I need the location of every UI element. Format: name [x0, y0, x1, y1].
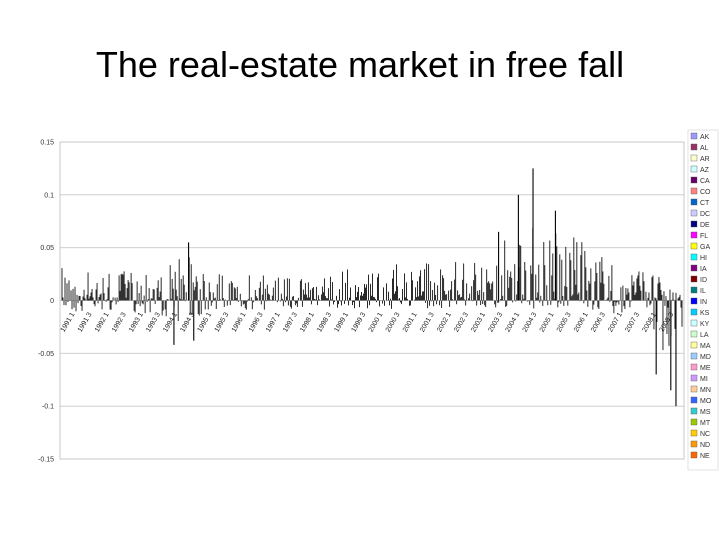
legend-swatch — [690, 209, 698, 217]
legend-swatch — [690, 396, 698, 404]
legend-swatch — [690, 308, 698, 316]
y-tick-label: -0.1 — [42, 404, 54, 411]
legend-swatch — [690, 253, 698, 261]
legend-swatch — [690, 132, 698, 140]
legend-label: ND — [700, 442, 710, 449]
legend-swatch — [690, 187, 698, 195]
legend-swatch — [690, 341, 698, 349]
legend-swatch — [690, 165, 698, 173]
legend-label: AK — [700, 134, 710, 141]
legend-label: MT — [700, 420, 711, 427]
legend-swatch — [690, 275, 698, 283]
legend-label: CO — [700, 189, 711, 196]
y-tick-label: 0.1 — [44, 192, 54, 199]
legend-label: MO — [700, 398, 712, 405]
legend-label: AL — [700, 145, 709, 152]
legend-swatch — [690, 418, 698, 426]
y-tick-label: -0.05 — [38, 351, 54, 358]
legend-label: IN — [700, 299, 707, 306]
legend-label: MN — [700, 387, 711, 394]
legend-label: HI — [700, 255, 707, 262]
legend-swatch — [690, 319, 698, 327]
legend-swatch — [690, 440, 698, 448]
legend: AK AL AR AZ CA CO CT DC DE FL GA HI IA ID IL IN KS KY LA MA… — [687, 129, 719, 471]
legend-swatch — [690, 220, 698, 228]
legend-label: MI — [700, 376, 708, 383]
legend-label: NE — [700, 453, 710, 460]
legend-swatch — [690, 330, 698, 338]
legend-label: CA — [700, 178, 710, 185]
legend-swatch — [690, 286, 698, 294]
legend-swatch — [690, 429, 698, 437]
legend-swatch — [690, 154, 698, 162]
legend-swatch — [690, 297, 698, 305]
legend-label: KY — [700, 321, 710, 328]
legend-label: NC — [700, 431, 710, 438]
legend-label: MD — [700, 354, 711, 361]
legend-swatch — [690, 374, 698, 382]
legend-label: KS — [700, 310, 710, 317]
legend-swatch — [690, 176, 698, 184]
legend-label: ME — [700, 365, 711, 372]
legend-swatch — [690, 385, 698, 393]
legend-swatch — [690, 363, 698, 371]
legend-label: ID — [700, 277, 707, 284]
legend-swatch — [690, 264, 698, 272]
legend-label: GA — [700, 244, 710, 251]
legend-label: AZ — [700, 167, 710, 174]
legend-label: MA — [700, 343, 711, 350]
legend-label: DC — [700, 211, 710, 218]
legend-swatch — [690, 231, 698, 239]
y-tick-label: -0.15 — [38, 457, 54, 464]
legend-label: CT — [700, 200, 710, 207]
legend-swatch — [690, 352, 698, 360]
legend-label: IL — [700, 288, 706, 295]
legend-swatch — [690, 451, 698, 459]
slide-title: The real-estate market in free fall — [95, 44, 625, 85]
legend-label: MS — [700, 409, 711, 416]
legend-label: FL — [700, 233, 708, 240]
legend-swatch — [690, 198, 698, 206]
legend-label: AR — [700, 156, 710, 163]
y-tick-label: 0.05 — [40, 245, 54, 252]
legend-label: LA — [700, 332, 709, 339]
y-tick-label: 0 — [50, 298, 54, 305]
y-axis-ticks: 0.15 0.1 0.05 0 -0.05 -0.1 -0.15 — [38, 140, 54, 464]
legend-swatch — [690, 143, 698, 151]
legend-label: DE — [700, 222, 710, 229]
series-bars — [61, 168, 683, 407]
y-tick-label: 0.15 — [40, 140, 54, 147]
legend-swatch — [690, 407, 698, 415]
legend-label: IA — [700, 266, 707, 273]
legend-swatch — [690, 242, 698, 250]
